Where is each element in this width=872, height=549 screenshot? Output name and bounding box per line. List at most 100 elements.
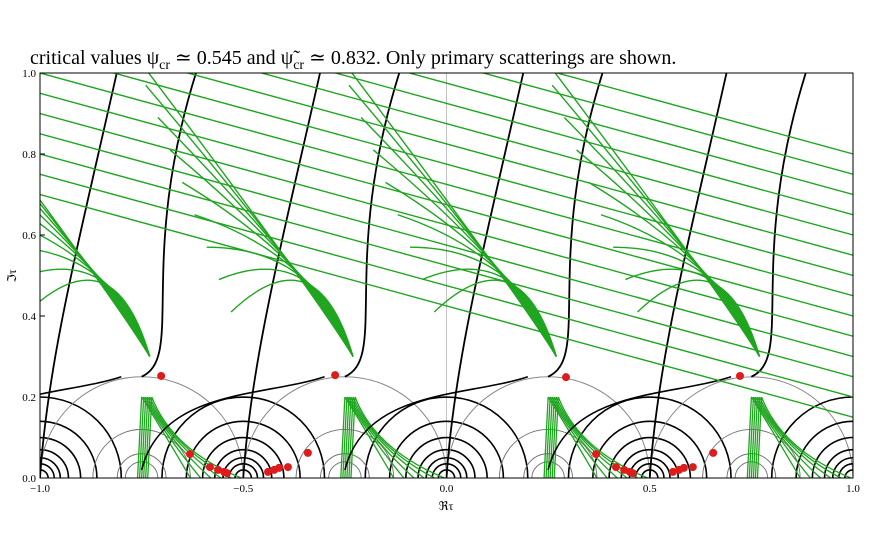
x-axis-label: ℜτ — [439, 499, 454, 513]
gray-arc — [446, 376, 651, 478]
subscript: cr — [159, 58, 170, 73]
green-curve — [40, 249, 151, 357]
green-curve — [350, 396, 425, 478]
black-arc — [770, 396, 853, 478]
green-curve — [352, 396, 435, 478]
green-curve — [549, 396, 555, 478]
gray-arc — [531, 461, 565, 478]
black-arc — [364, 396, 529, 478]
point — [688, 463, 697, 472]
green-curve — [348, 396, 354, 478]
green-curve — [360, 117, 557, 357]
green-curve — [748, 396, 755, 478]
y-tick-label: 0.8 — [22, 149, 36, 161]
green-curve — [758, 396, 842, 478]
point — [185, 450, 194, 459]
green-line — [554, 73, 853, 155]
green-curve — [230, 279, 354, 357]
green-line — [40, 73, 853, 297]
green-curve — [543, 396, 549, 478]
green-curve — [547, 396, 553, 478]
point — [562, 373, 571, 382]
gray-arc — [328, 461, 362, 478]
black-curve — [547, 375, 732, 471]
caption-text: ψ — [147, 47, 160, 69]
gray-arc — [523, 453, 573, 478]
black-curve — [344, 73, 401, 378]
point — [275, 463, 284, 472]
green-curve — [346, 396, 352, 478]
y-tick-label: 0.6 — [22, 230, 36, 242]
green-curve — [181, 181, 354, 357]
green-curve — [145, 396, 212, 478]
green-line — [480, 73, 853, 175]
subscript: cr — [293, 58, 304, 73]
x-tick-label: 1.0 — [846, 483, 860, 495]
x-tick-label: −0.5 — [233, 483, 253, 495]
green-curve — [0, 397, 28, 478]
y-axis-label: ℑτ — [5, 269, 19, 282]
gray-arc — [116, 453, 167, 478]
gray-arc — [242, 376, 447, 478]
x-tick-label: −1.0 — [30, 483, 50, 495]
green-curve — [40, 279, 151, 357]
black-curve — [40, 375, 122, 396]
green-line — [185, 73, 853, 256]
green-curve — [147, 396, 153, 478]
green-curve — [421, 268, 557, 357]
green-curve — [756, 396, 832, 478]
green-line — [40, 153, 853, 378]
caption-text: critical values — [30, 47, 147, 69]
point — [222, 469, 231, 478]
point — [157, 371, 166, 380]
black-arc — [795, 420, 853, 478]
black-arc — [40, 469, 49, 478]
green-curve — [625, 268, 761, 357]
point — [679, 463, 688, 472]
black-curve — [242, 73, 321, 478]
green-curve — [752, 396, 759, 478]
green-curve — [348, 396, 415, 478]
green-curve — [433, 279, 557, 357]
green-line — [40, 193, 853, 418]
black-curve — [40, 73, 118, 478]
point — [735, 371, 744, 380]
caption-text: ≃ 0.832. Only primary scatterings are sh… — [304, 47, 676, 69]
point — [612, 463, 621, 472]
green-curve — [551, 396, 618, 478]
curves — [0, 73, 853, 478]
gray-arc — [124, 461, 159, 478]
green-line — [406, 73, 853, 196]
green-curve — [350, 396, 356, 478]
black-arc — [388, 420, 505, 478]
green-curve — [143, 396, 149, 478]
black-arc — [40, 463, 56, 478]
green-curve — [40, 268, 151, 357]
green-curve — [342, 396, 348, 478]
gray-arc — [320, 453, 370, 478]
point — [264, 467, 273, 476]
green-curve — [600, 214, 761, 357]
black-arc — [567, 396, 732, 478]
green-curve — [218, 268, 354, 357]
green-curve — [397, 214, 557, 357]
gray-arc — [726, 453, 777, 478]
green-curve — [760, 396, 852, 478]
point — [283, 463, 292, 472]
green-curve — [746, 396, 753, 478]
green-curve — [754, 396, 821, 478]
caption-text: ≃ 0.545 and — [170, 47, 281, 69]
black-curve — [141, 73, 198, 378]
green-curve — [169, 149, 354, 357]
point — [668, 467, 677, 476]
green-line — [111, 73, 853, 277]
green-line — [40, 133, 853, 358]
green-line — [40, 92, 853, 317]
green-curve — [136, 396, 143, 478]
black-curve — [751, 73, 807, 378]
black-arc — [40, 396, 123, 478]
green-curve — [637, 279, 761, 357]
green-curve — [206, 246, 354, 357]
black-arc — [40, 448, 70, 478]
y-tick-label: 0.4 — [22, 311, 36, 323]
